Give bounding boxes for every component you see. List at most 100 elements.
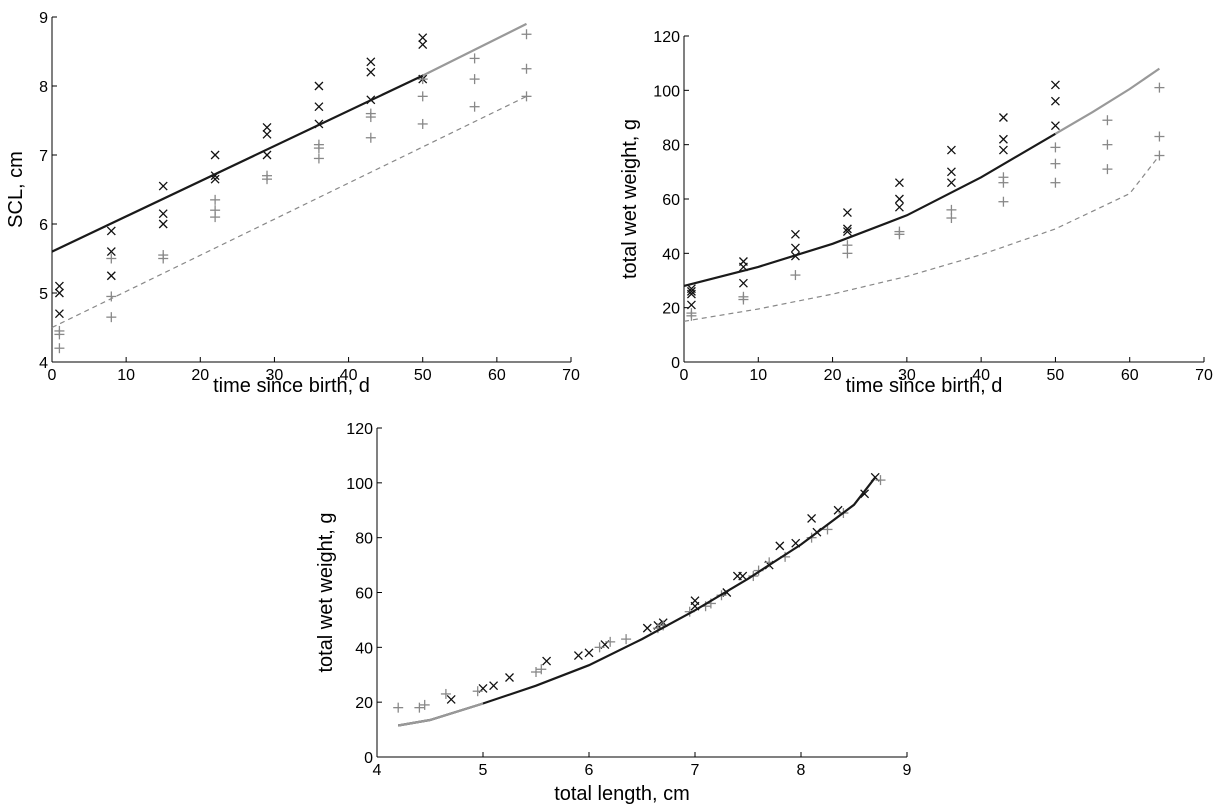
x-tick-label: 30 [266, 367, 284, 384]
y-tick-label: 5 [39, 286, 48, 303]
data-point-x-marker [489, 681, 499, 691]
marker-stroke [542, 656, 552, 666]
data-point-plus-marker [822, 524, 833, 535]
y-tick-label: 0 [671, 355, 680, 372]
marker-stroke [106, 247, 116, 257]
y-tick-label: 80 [355, 531, 373, 548]
data-point-x-marker [686, 300, 696, 310]
y-axis-label: SCL, cm [5, 151, 27, 228]
data-point-x-marker [573, 651, 583, 661]
x-tick-label: 50 [1047, 367, 1065, 384]
x-tick-label: 40 [972, 367, 990, 384]
x-tick-label: 8 [797, 762, 806, 779]
data-point-x-marker [842, 224, 852, 234]
data-point-x-marker [775, 541, 785, 551]
data-point-plus-marker [365, 112, 376, 123]
marker-stroke [790, 243, 800, 253]
data-point-plus-marker [842, 248, 853, 259]
fit-line-dashed [683, 155, 1160, 322]
marker-stroke [775, 541, 785, 551]
data-point-plus-marker [469, 74, 480, 85]
data-point-x-marker [542, 656, 552, 666]
marker-stroke [210, 150, 220, 160]
marker-stroke [210, 174, 220, 184]
data-point-plus-marker [106, 291, 117, 302]
data-point-x-marker [790, 229, 800, 239]
data-point-x-marker [446, 694, 456, 704]
y-tick-label: 40 [355, 640, 373, 657]
x-tick-label: 50 [414, 367, 432, 384]
marker-stroke [418, 33, 428, 43]
y-tick-label: 8 [39, 79, 48, 96]
x-axis-label: time since birth, d [213, 375, 370, 397]
fit-line-solid [51, 74, 424, 253]
data-point-x-marker [366, 57, 376, 67]
y-tick-label: 9 [39, 10, 48, 27]
data-point-x-marker [106, 271, 116, 281]
data-point-x-marker [210, 150, 220, 160]
marker-stroke [894, 194, 904, 204]
data-point-plus-marker [1102, 164, 1113, 175]
marker-stroke [106, 271, 116, 281]
marker-stroke [738, 571, 748, 581]
data-point-plus-marker [1102, 139, 1113, 150]
marker-stroke [998, 145, 1008, 155]
data-point-plus-marker [365, 132, 376, 143]
marker-stroke [54, 288, 64, 298]
marker-stroke [894, 202, 904, 212]
x-tick-label: 70 [562, 367, 580, 384]
x-tick-label: 5 [479, 762, 488, 779]
data-point-x-marker [158, 181, 168, 191]
marker-stroke [314, 81, 324, 91]
marker-stroke [686, 300, 696, 310]
x-tick-label: 20 [191, 367, 209, 384]
data-point-plus-marker [738, 294, 749, 305]
data-point-x-marker [642, 623, 652, 633]
fit-line-dashed [51, 95, 527, 329]
data-point-x-marker [54, 288, 64, 298]
marker-stroke [489, 681, 499, 691]
x-tick-label: 10 [749, 367, 767, 384]
y-tick-label: 120 [346, 421, 373, 438]
x-axis-label: total length, cm [554, 783, 690, 805]
data-point-x-marker [418, 33, 428, 43]
data-point-x-marker [738, 571, 748, 581]
data-point-plus-marker [1050, 158, 1061, 169]
y-tick-label: 100 [653, 83, 680, 100]
y-tick-label: 4 [39, 355, 48, 372]
data-point-plus-marker [469, 101, 480, 112]
data-point-x-marker [158, 209, 168, 219]
y-tick-label: 100 [346, 476, 373, 493]
data-point-x-marker [946, 178, 956, 188]
marker-stroke [860, 489, 870, 499]
marker-stroke [690, 601, 700, 611]
data-point-x-marker [686, 289, 696, 299]
data-point-plus-marker [594, 642, 605, 653]
data-point-x-marker [158, 219, 168, 229]
data-point-plus-marker [1050, 177, 1061, 188]
marker-stroke [1050, 121, 1060, 131]
data-point-plus-marker [417, 118, 428, 129]
data-point-x-marker [842, 208, 852, 218]
data-point-plus-marker [210, 194, 221, 205]
x-tick-label: 7 [691, 762, 700, 779]
data-point-plus-marker [106, 253, 117, 264]
y-tick-label: 0 [364, 750, 373, 767]
y-tick-label: 20 [662, 301, 680, 318]
marker-stroke [158, 209, 168, 219]
data-point-plus-marker [262, 174, 273, 185]
marker-stroke [833, 505, 843, 515]
data-point-x-marker [54, 309, 64, 319]
data-point-x-marker [314, 102, 324, 112]
x-tick-label: 60 [1121, 367, 1139, 384]
data-point-x-marker [1050, 121, 1060, 131]
x-tick-label: 30 [898, 367, 916, 384]
x-tick-label: 10 [117, 367, 135, 384]
data-point-x-marker [807, 514, 817, 523]
marker-stroke [946, 145, 956, 155]
marker-stroke [158, 219, 168, 229]
data-point-plus-marker [440, 688, 451, 699]
marker-stroke [262, 150, 272, 160]
data-point-plus-marker [521, 91, 532, 102]
